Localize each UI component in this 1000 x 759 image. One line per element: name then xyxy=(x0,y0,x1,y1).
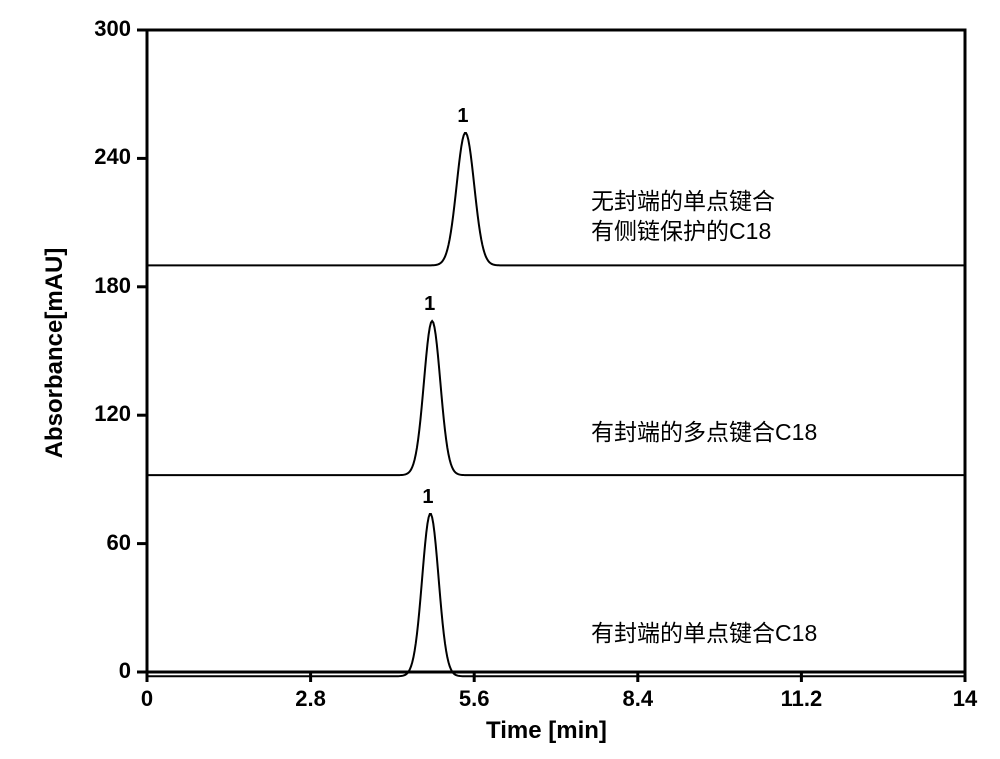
plot-svg xyxy=(0,0,1000,759)
x-tick-label: 2.8 xyxy=(286,686,336,712)
x-tick-label: 0 xyxy=(122,686,172,712)
y-tick-label: 0 xyxy=(119,658,131,684)
y-tick-label: 300 xyxy=(94,16,131,42)
trace-annotation: 有封端的单点键合C18 xyxy=(591,619,817,649)
x-tick-label: 14 xyxy=(940,686,990,712)
chromatogram-chart: 0 2.8 5.6 8.4 11.2 14 0 60 120 180 240 300 Absorbanc… xyxy=(0,0,1000,759)
y-tick-label: 180 xyxy=(94,273,131,299)
trace-annotation: 无封端的单点键合 有侧链保护的C18 xyxy=(591,187,775,247)
peak-label: 1 xyxy=(422,486,433,509)
y-tick-label: 240 xyxy=(94,144,131,170)
x-tick-label: 5.6 xyxy=(449,686,499,712)
x-axis-label: Time [min] xyxy=(486,717,607,745)
peak-label: 1 xyxy=(424,293,435,316)
peak-label: 1 xyxy=(457,105,468,128)
x-tick-label: 11.2 xyxy=(776,686,826,712)
trace-annotation: 有封端的多点键合C18 xyxy=(591,418,817,448)
y-tick-label: 60 xyxy=(107,530,131,556)
y-axis-label: Absorbance[mAU] xyxy=(41,243,69,463)
x-tick-label: 8.4 xyxy=(613,686,663,712)
y-tick-label: 120 xyxy=(94,401,131,427)
